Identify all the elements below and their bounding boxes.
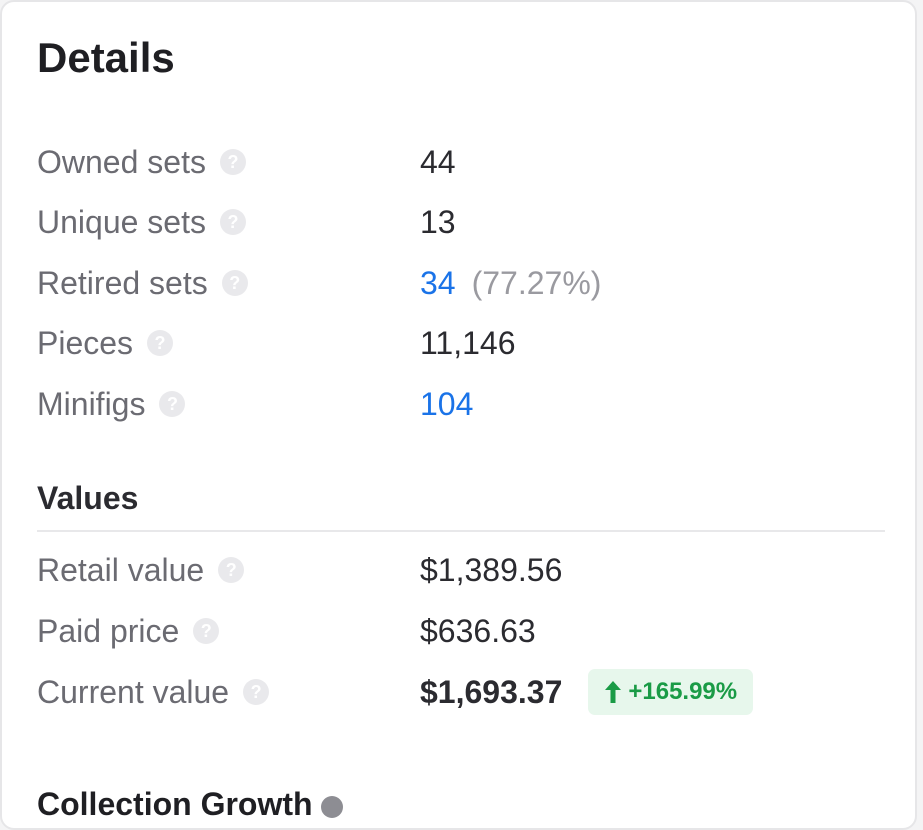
value-change-text: +165.99% <box>628 678 738 705</box>
details-row-retired-sets: Retired sets ? 34 (77.27%) <box>37 263 887 303</box>
card-title: Details <box>37 34 175 81</box>
values-section-title: Values <box>37 480 139 516</box>
pieces-label-text: Pieces <box>37 324 134 361</box>
values-divider <box>37 530 885 532</box>
minifigs-label: Minifigs ? <box>37 386 420 423</box>
minifigs-link[interactable]: 104 <box>420 385 474 422</box>
current-value-amount: $1,693.37 <box>420 673 563 710</box>
values-row-current-value: Current value ? $1,693.37 +165.99% <box>37 669 887 715</box>
details-row-minifigs: Minifigs ? 104 <box>37 384 887 424</box>
retired-sets-link[interactable]: 34 <box>420 264 456 301</box>
retail-value-amount: $1,389.56 <box>420 551 563 588</box>
help-icon[interactable]: ? <box>219 149 246 175</box>
values-row-paid-price: Paid price ? $636.63 <box>37 611 887 651</box>
paid-price-label-text: Paid price <box>37 612 180 649</box>
details-row-pieces: Pieces ? 11,146 <box>37 323 887 363</box>
unique-sets-value: 13 <box>420 203 456 240</box>
values-row-retail-value: Retail value ? $1,389.56 <box>37 550 887 590</box>
owned-sets-label-text: Owned sets <box>37 143 206 180</box>
help-icon[interactable]: ? <box>159 391 186 417</box>
retail-value-label-text: Retail value <box>37 551 205 588</box>
retired-sets-percentage: (77.27%) <box>471 264 602 301</box>
paid-price-label: Paid price ? <box>37 613 420 650</box>
retired-sets-value: 34 (77.27%) <box>420 265 601 302</box>
owned-sets-value: 44 <box>420 143 456 180</box>
details-row-unique-sets: Unique sets ? 13 <box>37 202 887 242</box>
help-icon[interactable]: ? <box>147 330 174 356</box>
retired-sets-label-text: Retired sets <box>37 264 208 301</box>
unique-sets-label-text: Unique sets <box>37 203 206 240</box>
help-icon[interactable]: ? <box>221 270 248 296</box>
details-row-owned-sets: Owned sets ? 44 <box>37 142 887 182</box>
pieces-value: 11,146 <box>420 324 516 361</box>
paid-price-amount: $636.63 <box>420 612 536 649</box>
collection-growth-title-text: Collection Growth <box>37 786 313 822</box>
retail-value-label: Retail value ? <box>37 552 420 589</box>
collection-growth-title: Collection Growth <box>37 786 343 823</box>
minifigs-label-text: Minifigs <box>37 385 146 422</box>
help-icon[interactable]: ? <box>193 618 220 644</box>
current-value-label-text: Current value <box>37 673 230 710</box>
current-value-label: Current value ? <box>37 674 420 711</box>
unique-sets-label: Unique sets ? <box>37 204 420 241</box>
help-icon[interactable]: ? <box>243 679 270 705</box>
arrow-up-icon <box>605 681 622 703</box>
info-icon[interactable] <box>320 795 343 818</box>
help-icon[interactable]: ? <box>219 209 246 235</box>
value-change-badge: +165.99% <box>588 669 754 715</box>
retired-sets-label: Retired sets ? <box>37 265 420 302</box>
help-icon[interactable]: ? <box>218 557 245 583</box>
owned-sets-label: Owned sets ? <box>37 144 420 181</box>
pieces-label: Pieces ? <box>37 325 420 362</box>
